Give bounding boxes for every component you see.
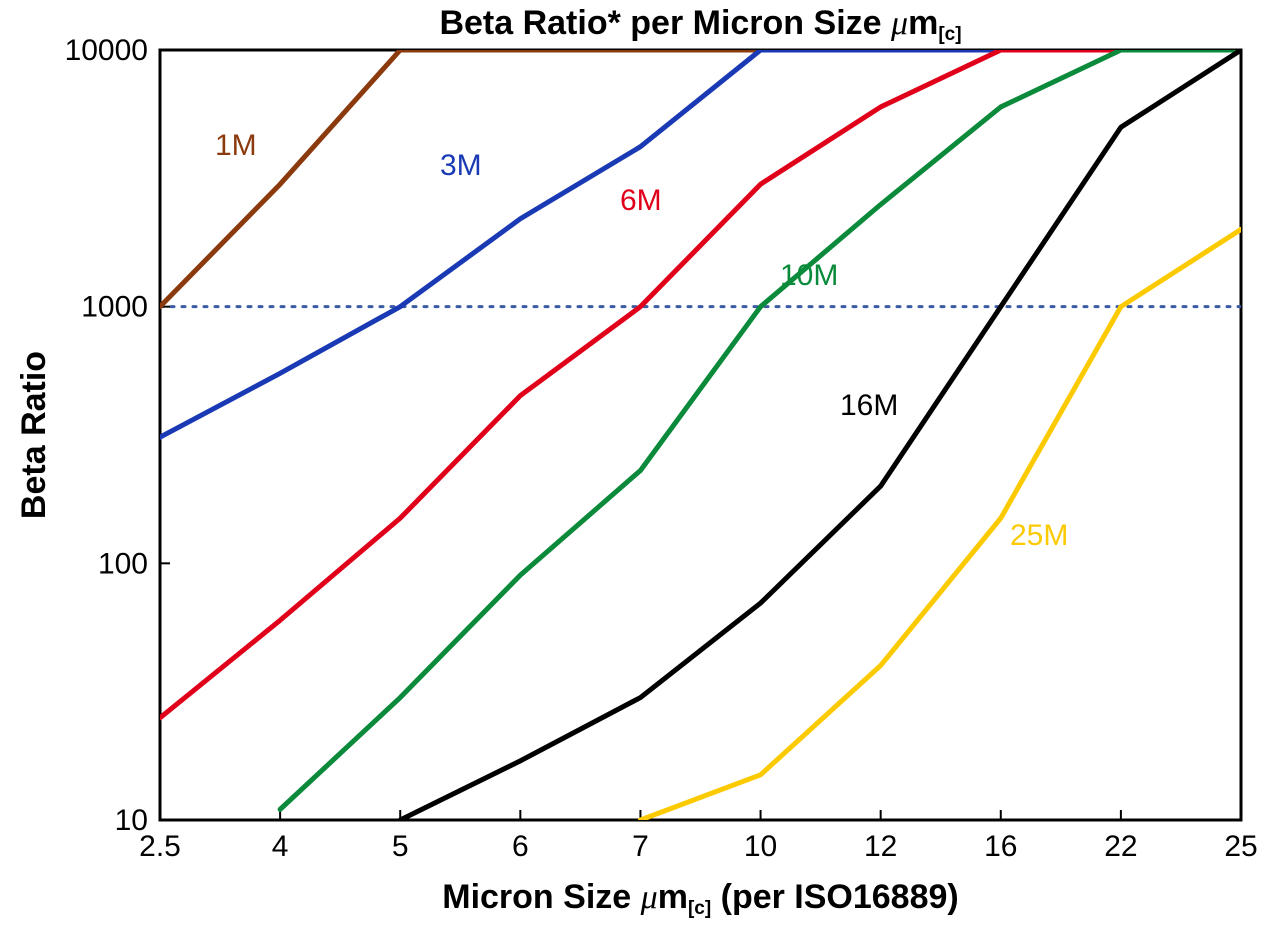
series-label: 10M (780, 259, 838, 292)
chart-container: Beta Ratio* per Micron Size μm[c]2.54567… (0, 0, 1271, 930)
x-tick-label: 22 (1104, 830, 1137, 863)
x-tick-label: 7 (632, 830, 649, 863)
x-tick-label: 12 (864, 830, 897, 863)
series-line (160, 50, 1241, 307)
series-label: 25M (1010, 519, 1068, 552)
series-label: 16M (840, 389, 898, 422)
y-tick-label: 1000 (81, 291, 148, 324)
y-tick-label: 10000 (65, 34, 148, 67)
series-line (640, 229, 1241, 820)
x-tick-label: 6 (512, 830, 529, 863)
series-label: 3M (440, 149, 482, 182)
x-tick-label: 10 (744, 830, 777, 863)
series-label: 6M (620, 184, 662, 217)
series-line (400, 50, 1241, 820)
y-tick-label: 10 (115, 804, 148, 837)
chart-title: Beta Ratio* per Micron Size μm[c] (439, 4, 961, 45)
plot-area (160, 50, 1241, 820)
x-tick-label: 4 (272, 830, 289, 863)
beta-ratio-chart: Beta Ratio* per Micron Size μm[c]2.54567… (0, 0, 1271, 930)
x-tick-label: 16 (984, 830, 1017, 863)
y-axis-label: Beta Ratio (15, 351, 53, 519)
x-tick-label: 25 (1224, 830, 1257, 863)
x-tick-label: 5 (392, 830, 409, 863)
y-tick-label: 100 (98, 547, 148, 580)
x-axis-label: Micron Size μm[c] (per ISO16889) (442, 878, 958, 919)
series-label: 1M (215, 129, 257, 162)
